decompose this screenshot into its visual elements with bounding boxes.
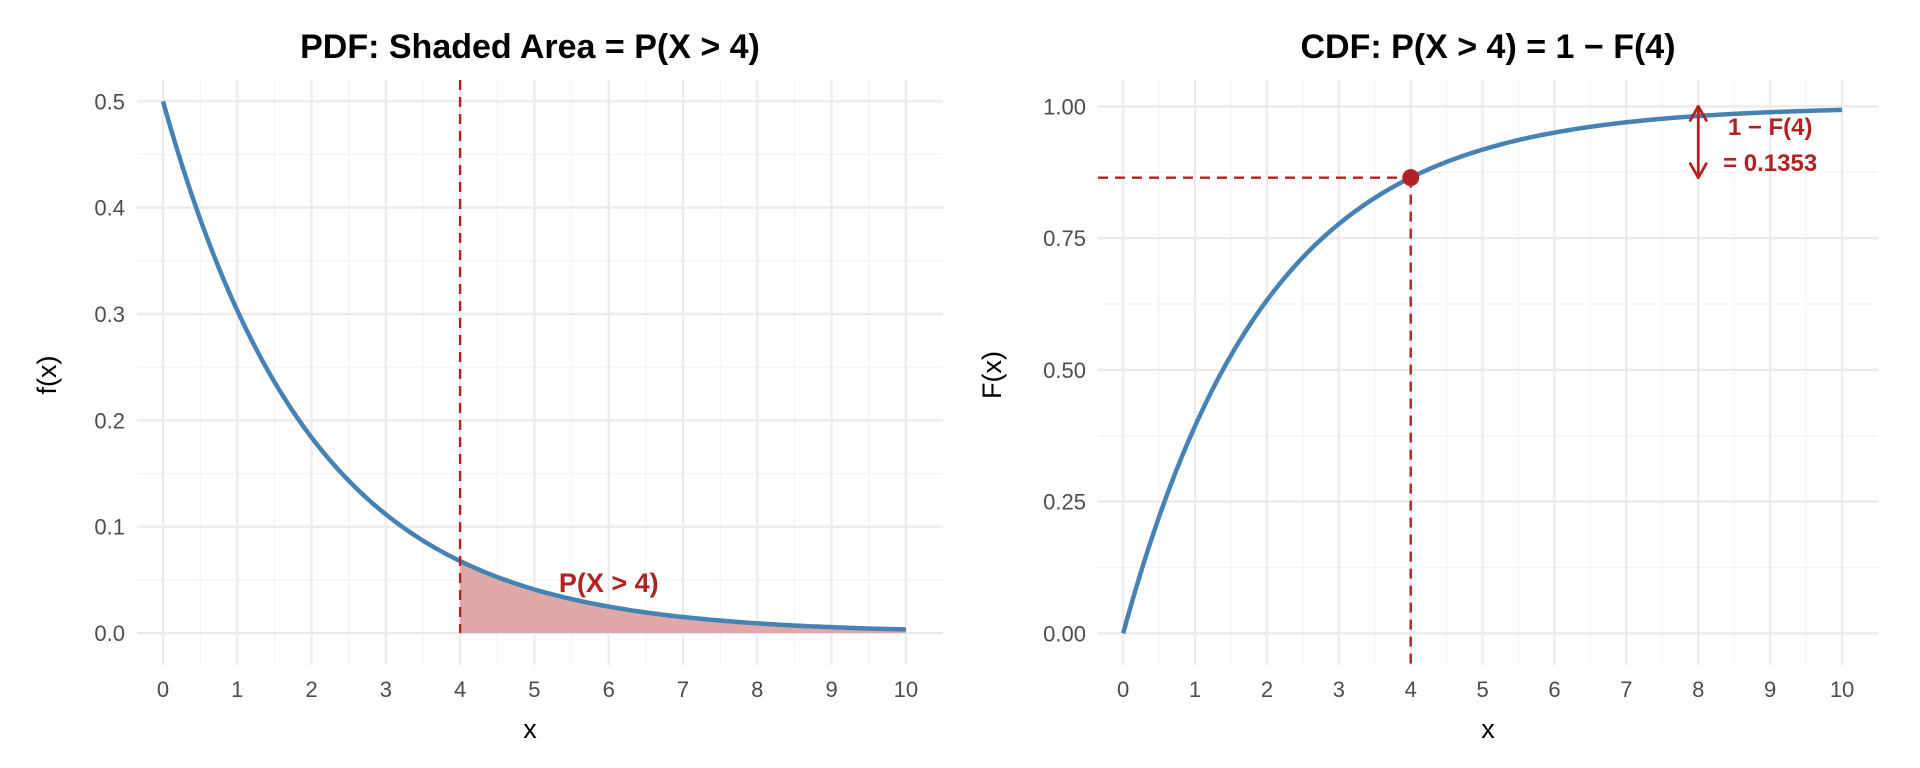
pdf-x-axis-label: x bbox=[523, 714, 537, 744]
cdf-y-tick-label: 1.00 bbox=[1043, 94, 1086, 119]
cdf-y-tick-label: 0.25 bbox=[1043, 490, 1086, 515]
cdf-x-tick-label: 3 bbox=[1333, 677, 1345, 702]
cdf-curve bbox=[1120, 107, 1843, 634]
pdf-x-tick-label: 5 bbox=[528, 677, 540, 702]
pdf-x-tick-label: 1 bbox=[231, 677, 243, 702]
pdf-y-tick-label: 0.4 bbox=[94, 196, 125, 221]
cdf-x-tick-label: 4 bbox=[1405, 677, 1417, 702]
pdf-x-tick-label: 10 bbox=[894, 677, 918, 702]
pdf-x-tick-label: 4 bbox=[454, 677, 466, 702]
cdf-x-tick-labels: 0 1 2 3 4 5 6 7 8 9 10 bbox=[1117, 677, 1854, 702]
pdf-x-tick-label: 6 bbox=[603, 677, 615, 702]
pdf-shaded-area bbox=[460, 561, 906, 634]
pdf-x-tick-labels: 0 1 2 3 4 5 6 7 8 9 10 bbox=[157, 677, 918, 702]
cdf-title: CDF: P(X > 4) = 1 − F(4) bbox=[1300, 28, 1675, 66]
pdf-x-tick-label: 9 bbox=[825, 677, 837, 702]
cdf-x-tick-label: 6 bbox=[1548, 677, 1560, 702]
cdf-x-tick-label: 2 bbox=[1261, 677, 1273, 702]
pdf-y-tick-label: 0.0 bbox=[94, 621, 125, 646]
cdf-y-axis-label: F(x) bbox=[977, 351, 1007, 399]
pdf-panel: P(X > 4) 0 1 2 3 4 5 6 7 8 9 10 0.0 0.1 0.2 0.3 0.4 0.5… bbox=[32, 28, 943, 744]
cdf-difference-arrow bbox=[1688, 104, 1708, 180]
cdf-x-tick-label: 7 bbox=[1620, 677, 1632, 702]
cdf-x-tick-label: 5 bbox=[1476, 677, 1488, 702]
cdf-y-tick-label: 0.75 bbox=[1043, 226, 1086, 251]
cdf-arrow-head-top bbox=[1688, 104, 1708, 122]
pdf-y-tick-label: 0.2 bbox=[94, 408, 125, 433]
cdf-y-tick-label: 0.00 bbox=[1043, 621, 1086, 646]
cdf-annotation-line2: = 0.1353 bbox=[1723, 150, 1817, 177]
cdf-x-axis-label: x bbox=[1481, 714, 1495, 744]
cdf-x-tick-label: 0 bbox=[1117, 677, 1129, 702]
pdf-x-tick-label: 2 bbox=[305, 677, 317, 702]
pdf-y-tick-label: 0.1 bbox=[94, 515, 125, 540]
cdf-annotation-line1: 1 − F(4) bbox=[1728, 114, 1813, 141]
cdf-y-tick-label: 0.50 bbox=[1043, 358, 1086, 383]
pdf-title: PDF: Shaded Area = P(X > 4) bbox=[300, 28, 760, 66]
cdf-arrow-head-bottom bbox=[1688, 162, 1708, 180]
pdf-y-tick-label: 0.3 bbox=[94, 302, 125, 327]
pdf-y-tick-label: 0.5 bbox=[94, 89, 125, 114]
pdf-x-tick-label: 0 bbox=[157, 677, 169, 702]
pdf-x-tick-label: 7 bbox=[677, 677, 689, 702]
pdf-y-tick-labels: 0.0 0.1 0.2 0.3 0.4 0.5 bbox=[94, 89, 125, 646]
cdf-gridlines bbox=[1098, 80, 1878, 665]
cdf-x-tick-label: 1 bbox=[1189, 677, 1201, 702]
cdf-x-tick-label: 8 bbox=[1692, 677, 1704, 702]
pdf-y-axis-label: f(x) bbox=[32, 356, 62, 395]
cdf-x-tick-label: 10 bbox=[1830, 677, 1854, 702]
cdf-panel: 1 − F(4) = 0.1353 0 1 2 3 4 5 6 7 8 9 10 0.000.250… bbox=[977, 28, 1878, 744]
pdf-gridlines bbox=[137, 80, 943, 665]
cdf-y-tick-labels: 0.00 0.25 0.50 0.75 1.00 bbox=[1043, 94, 1086, 646]
cdf-point-f4 bbox=[1402, 169, 1420, 187]
pdf-x-tick-label: 8 bbox=[751, 677, 763, 702]
pdf-density-curve bbox=[160, 100, 906, 632]
pdf-annotation: P(X > 4) bbox=[559, 568, 659, 598]
cdf-x-tick-label: 9 bbox=[1764, 677, 1776, 702]
pdf-x-tick-label: 3 bbox=[380, 677, 392, 702]
